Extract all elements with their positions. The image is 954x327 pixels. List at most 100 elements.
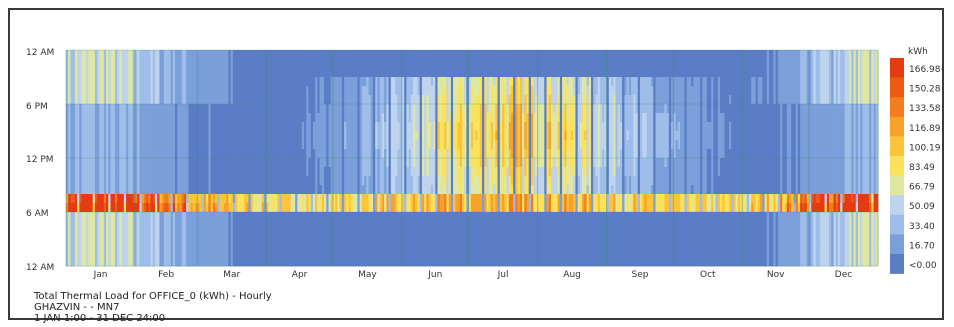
heatmap-cell <box>375 104 378 114</box>
heatmap-cell <box>168 257 171 267</box>
heatmap-cell <box>526 221 530 231</box>
heatmap-cell <box>499 212 503 222</box>
heatmap-cell <box>286 176 289 186</box>
heatmap-cell <box>470 230 474 240</box>
heatmap-cell <box>215 77 218 87</box>
heatmap-cell <box>366 86 369 96</box>
heatmap-cell <box>279 68 283 78</box>
heatmap-cell <box>332 77 336 87</box>
heatmap-cell <box>188 248 191 258</box>
heatmap-cell <box>399 95 403 105</box>
heatmap-cell <box>83 104 87 114</box>
heatmap-cell <box>368 149 372 159</box>
heatmap-cell <box>502 50 505 60</box>
heatmap-cell <box>464 158 467 168</box>
heatmap-cell <box>453 59 456 69</box>
heatmap-cell <box>515 140 518 150</box>
heatmap-cell <box>497 140 501 150</box>
heatmap-cell <box>121 176 125 186</box>
heatmap-cell <box>292 95 296 105</box>
heatmap-cell <box>243 149 247 159</box>
heatmap-cell <box>77 176 80 186</box>
heatmap-cell <box>415 248 418 258</box>
heatmap-cell <box>235 50 238 60</box>
heatmap-cell <box>257 113 260 123</box>
heatmap-cell <box>446 95 450 105</box>
heatmap-cell <box>288 104 292 114</box>
heatmap-cell <box>97 50 100 60</box>
heatmap-cell <box>490 203 494 213</box>
heatmap-cell <box>526 194 530 204</box>
heatmap-cell <box>261 248 265 258</box>
heatmap-cell <box>83 77 87 87</box>
heatmap-cell <box>186 77 189 87</box>
heatmap-cell <box>324 77 327 87</box>
heatmap-cell <box>152 113 156 123</box>
heatmap-cell <box>470 221 474 231</box>
heatmap-cell <box>99 131 102 141</box>
heatmap-cell <box>384 50 387 60</box>
heatmap-cell <box>103 104 107 114</box>
heatmap-cell <box>328 113 332 123</box>
heatmap-cell <box>361 203 365 213</box>
heatmap-cell <box>203 257 207 267</box>
heatmap-cell <box>297 230 300 240</box>
heatmap-cell <box>355 239 358 249</box>
heatmap-cell <box>290 239 294 249</box>
heatmap-cell <box>212 95 216 105</box>
heatmap-cell <box>319 50 323 60</box>
heatmap-cell <box>355 158 358 168</box>
heatmap-cell <box>459 158 463 168</box>
heatmap-cell <box>433 77 436 87</box>
heatmap-cell <box>381 221 385 231</box>
heatmap-cell <box>479 95 483 105</box>
heatmap-cell <box>312 158 316 168</box>
heatmap-cell <box>188 257 191 267</box>
heatmap-cell <box>68 113 71 123</box>
heatmap-cell <box>230 230 234 240</box>
heatmap-cell <box>430 230 434 240</box>
heatmap-cell <box>217 122 220 132</box>
heatmap-cell <box>522 95 525 105</box>
heatmap-cell <box>92 221 96 231</box>
heatmap-cell <box>388 203 392 213</box>
heatmap-cell <box>459 230 463 240</box>
heatmap-cell <box>161 104 165 114</box>
heatmap-cell <box>286 194 289 204</box>
heatmap-cell <box>195 77 198 87</box>
heatmap-cell <box>301 257 305 267</box>
heatmap-cell <box>272 50 276 60</box>
heatmap-cell <box>150 239 154 249</box>
heatmap-cell <box>154 257 158 267</box>
heatmap-cell <box>97 194 100 204</box>
heatmap-cell <box>221 185 225 195</box>
heatmap-cell <box>464 230 467 240</box>
heatmap-cell <box>286 104 289 114</box>
heatmap-cell <box>286 257 289 267</box>
heatmap-cell <box>186 140 189 150</box>
heatmap-cell <box>484 239 487 249</box>
heatmap-cell <box>413 140 416 150</box>
heatmap-cell <box>81 176 85 186</box>
heatmap-cell <box>444 158 447 168</box>
heatmap-cell <box>426 104 430 114</box>
heatmap-cell <box>86 239 89 249</box>
heatmap-cell <box>272 176 276 186</box>
heatmap-cell <box>206 131 209 141</box>
heatmap-cell <box>97 95 100 105</box>
heatmap-cell <box>381 239 385 249</box>
heatmap-cell <box>215 104 218 114</box>
heatmap-cell <box>92 140 96 150</box>
heatmap-cell <box>332 104 336 114</box>
heatmap-cell <box>517 212 521 222</box>
heatmap-cell <box>270 95 274 105</box>
heatmap-cell <box>281 257 285 267</box>
heatmap-cell <box>279 140 283 150</box>
heatmap-cell <box>110 185 114 195</box>
heatmap-cell <box>364 59 367 69</box>
heatmap-cell <box>437 239 441 249</box>
heatmap-cell <box>482 158 485 168</box>
heatmap-cell <box>484 59 487 69</box>
heatmap-cell <box>319 122 323 132</box>
heatmap-cell <box>417 131 421 141</box>
